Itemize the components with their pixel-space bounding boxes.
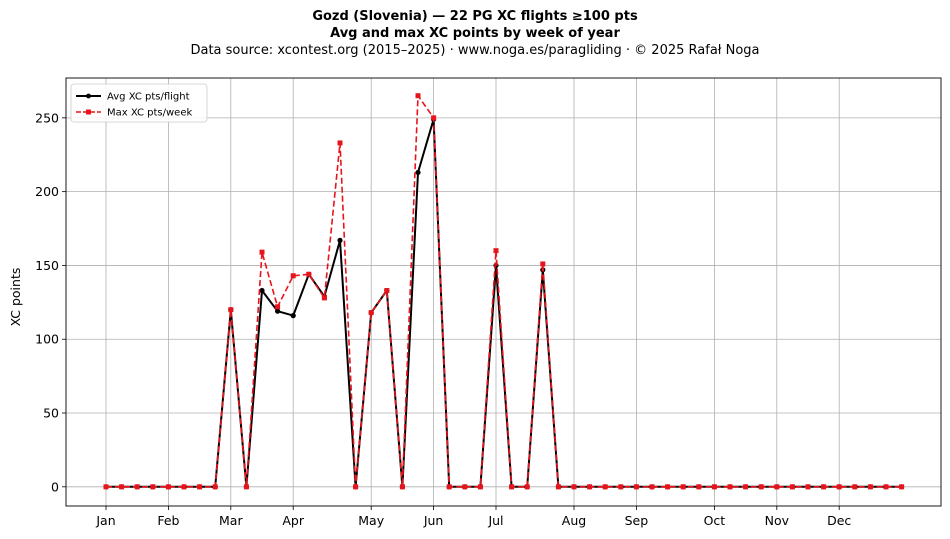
- avg-point: [415, 169, 421, 176]
- avg-point: [290, 313, 296, 319]
- y-tick-label: 200: [35, 184, 59, 199]
- x-tick-label: Aug: [562, 513, 586, 528]
- chart-subtitle: Avg and max XC points by week of year: [330, 26, 620, 41]
- max-point: [150, 484, 156, 490]
- y-tick-label: 50: [43, 406, 59, 421]
- max-point: [415, 93, 421, 99]
- x-tick-label: Nov: [765, 513, 790, 528]
- max-point: [696, 484, 702, 490]
- max-point: [836, 484, 842, 490]
- avg-point: [259, 287, 265, 294]
- x-tick-label: Dec: [827, 513, 851, 528]
- x-tick-label: Sep: [625, 513, 649, 528]
- legend-label: Max XC pts/week: [107, 108, 192, 119]
- chart-title: Gozd (Slovenia) — 22 PG XC flights ≥100 …: [312, 9, 638, 24]
- x-tick-label: Jul: [487, 513, 503, 528]
- max-point: [727, 484, 733, 490]
- max-point: [571, 484, 577, 490]
- legend-marker: [86, 109, 91, 115]
- max-point: [446, 484, 452, 490]
- legend: Avg XC pts/flight Max XC pts/week: [70, 83, 208, 123]
- x-tick-label: Jan: [95, 513, 115, 528]
- max-point: [306, 271, 312, 277]
- max-point: [493, 248, 499, 254]
- max-point: [228, 307, 234, 313]
- x-tick-label: Feb: [157, 513, 179, 528]
- max-point: [368, 310, 374, 316]
- max-point: [134, 484, 140, 490]
- max-point: [883, 484, 889, 490]
- max-point: [165, 484, 171, 490]
- max-point: [711, 484, 717, 490]
- avg-point: [337, 237, 343, 243]
- max-point: [649, 484, 655, 490]
- max-point: [197, 484, 203, 490]
- grid-layer: [66, 78, 941, 506]
- max-point: [618, 484, 624, 490]
- y-tick-label: 100: [35, 332, 59, 347]
- y-tick-label: 0: [51, 479, 59, 494]
- max-point: [103, 484, 109, 490]
- max-point: [384, 288, 390, 294]
- max-point: [337, 140, 343, 146]
- max-point: [399, 484, 405, 490]
- max-point: [540, 261, 546, 267]
- x-tick-label: May: [358, 513, 384, 528]
- max-point: [633, 484, 639, 490]
- max-point: [743, 484, 749, 490]
- y-tick-label: 150: [35, 258, 59, 273]
- max-point: [462, 484, 468, 490]
- series-layer: [103, 93, 905, 490]
- title-block: Gozd (Slovenia) — 22 PG XC flights ≥100 …: [0, 8, 950, 60]
- max-point: [852, 484, 858, 490]
- x-tick-label: Oct: [704, 513, 726, 528]
- legend-box: [70, 83, 208, 123]
- max-point: [181, 484, 187, 490]
- max-point: [275, 304, 281, 310]
- avg-point: [275, 308, 281, 314]
- max-point: [119, 484, 125, 490]
- max-point: [665, 484, 671, 490]
- max-point: [758, 484, 764, 490]
- max-point: [821, 484, 827, 490]
- chart-source-line: Data source: xcontest.org (2015–2025) · …: [190, 43, 760, 58]
- max-point: [259, 249, 265, 255]
- max-point: [899, 484, 905, 490]
- max-point: [353, 484, 359, 490]
- legend-marker: [86, 93, 91, 99]
- x-tick-label: Mar: [219, 513, 243, 528]
- max-point: [774, 484, 780, 490]
- series-line-max: [106, 94, 902, 488]
- y-axis-label: XC points: [8, 268, 23, 327]
- legend-label: Avg XC pts/flight: [107, 92, 190, 103]
- max-point: [290, 273, 296, 279]
- max-point: [602, 484, 608, 490]
- x-tick-label: Apr: [282, 513, 304, 528]
- max-point: [431, 115, 437, 121]
- plot-frame: [65, 77, 942, 507]
- max-point: [524, 484, 530, 490]
- x-tick-label: Jun: [423, 513, 444, 528]
- max-point: [867, 484, 873, 490]
- max-point: [680, 484, 686, 490]
- max-point: [789, 484, 795, 490]
- max-point: [805, 484, 811, 490]
- max-point: [587, 484, 593, 490]
- max-point: [477, 484, 483, 490]
- max-point: [212, 484, 218, 490]
- series-line-avg: [106, 118, 902, 488]
- max-point: [243, 484, 249, 490]
- max-point: [321, 295, 327, 301]
- axis-layer: Jan Feb Mar Apr May Jun Jul Aug Sep Oct Nov Dec 0 50 1…: [35, 77, 942, 528]
- max-point: [509, 484, 515, 490]
- max-point: [555, 484, 561, 490]
- y-tick-label: 250: [35, 110, 59, 125]
